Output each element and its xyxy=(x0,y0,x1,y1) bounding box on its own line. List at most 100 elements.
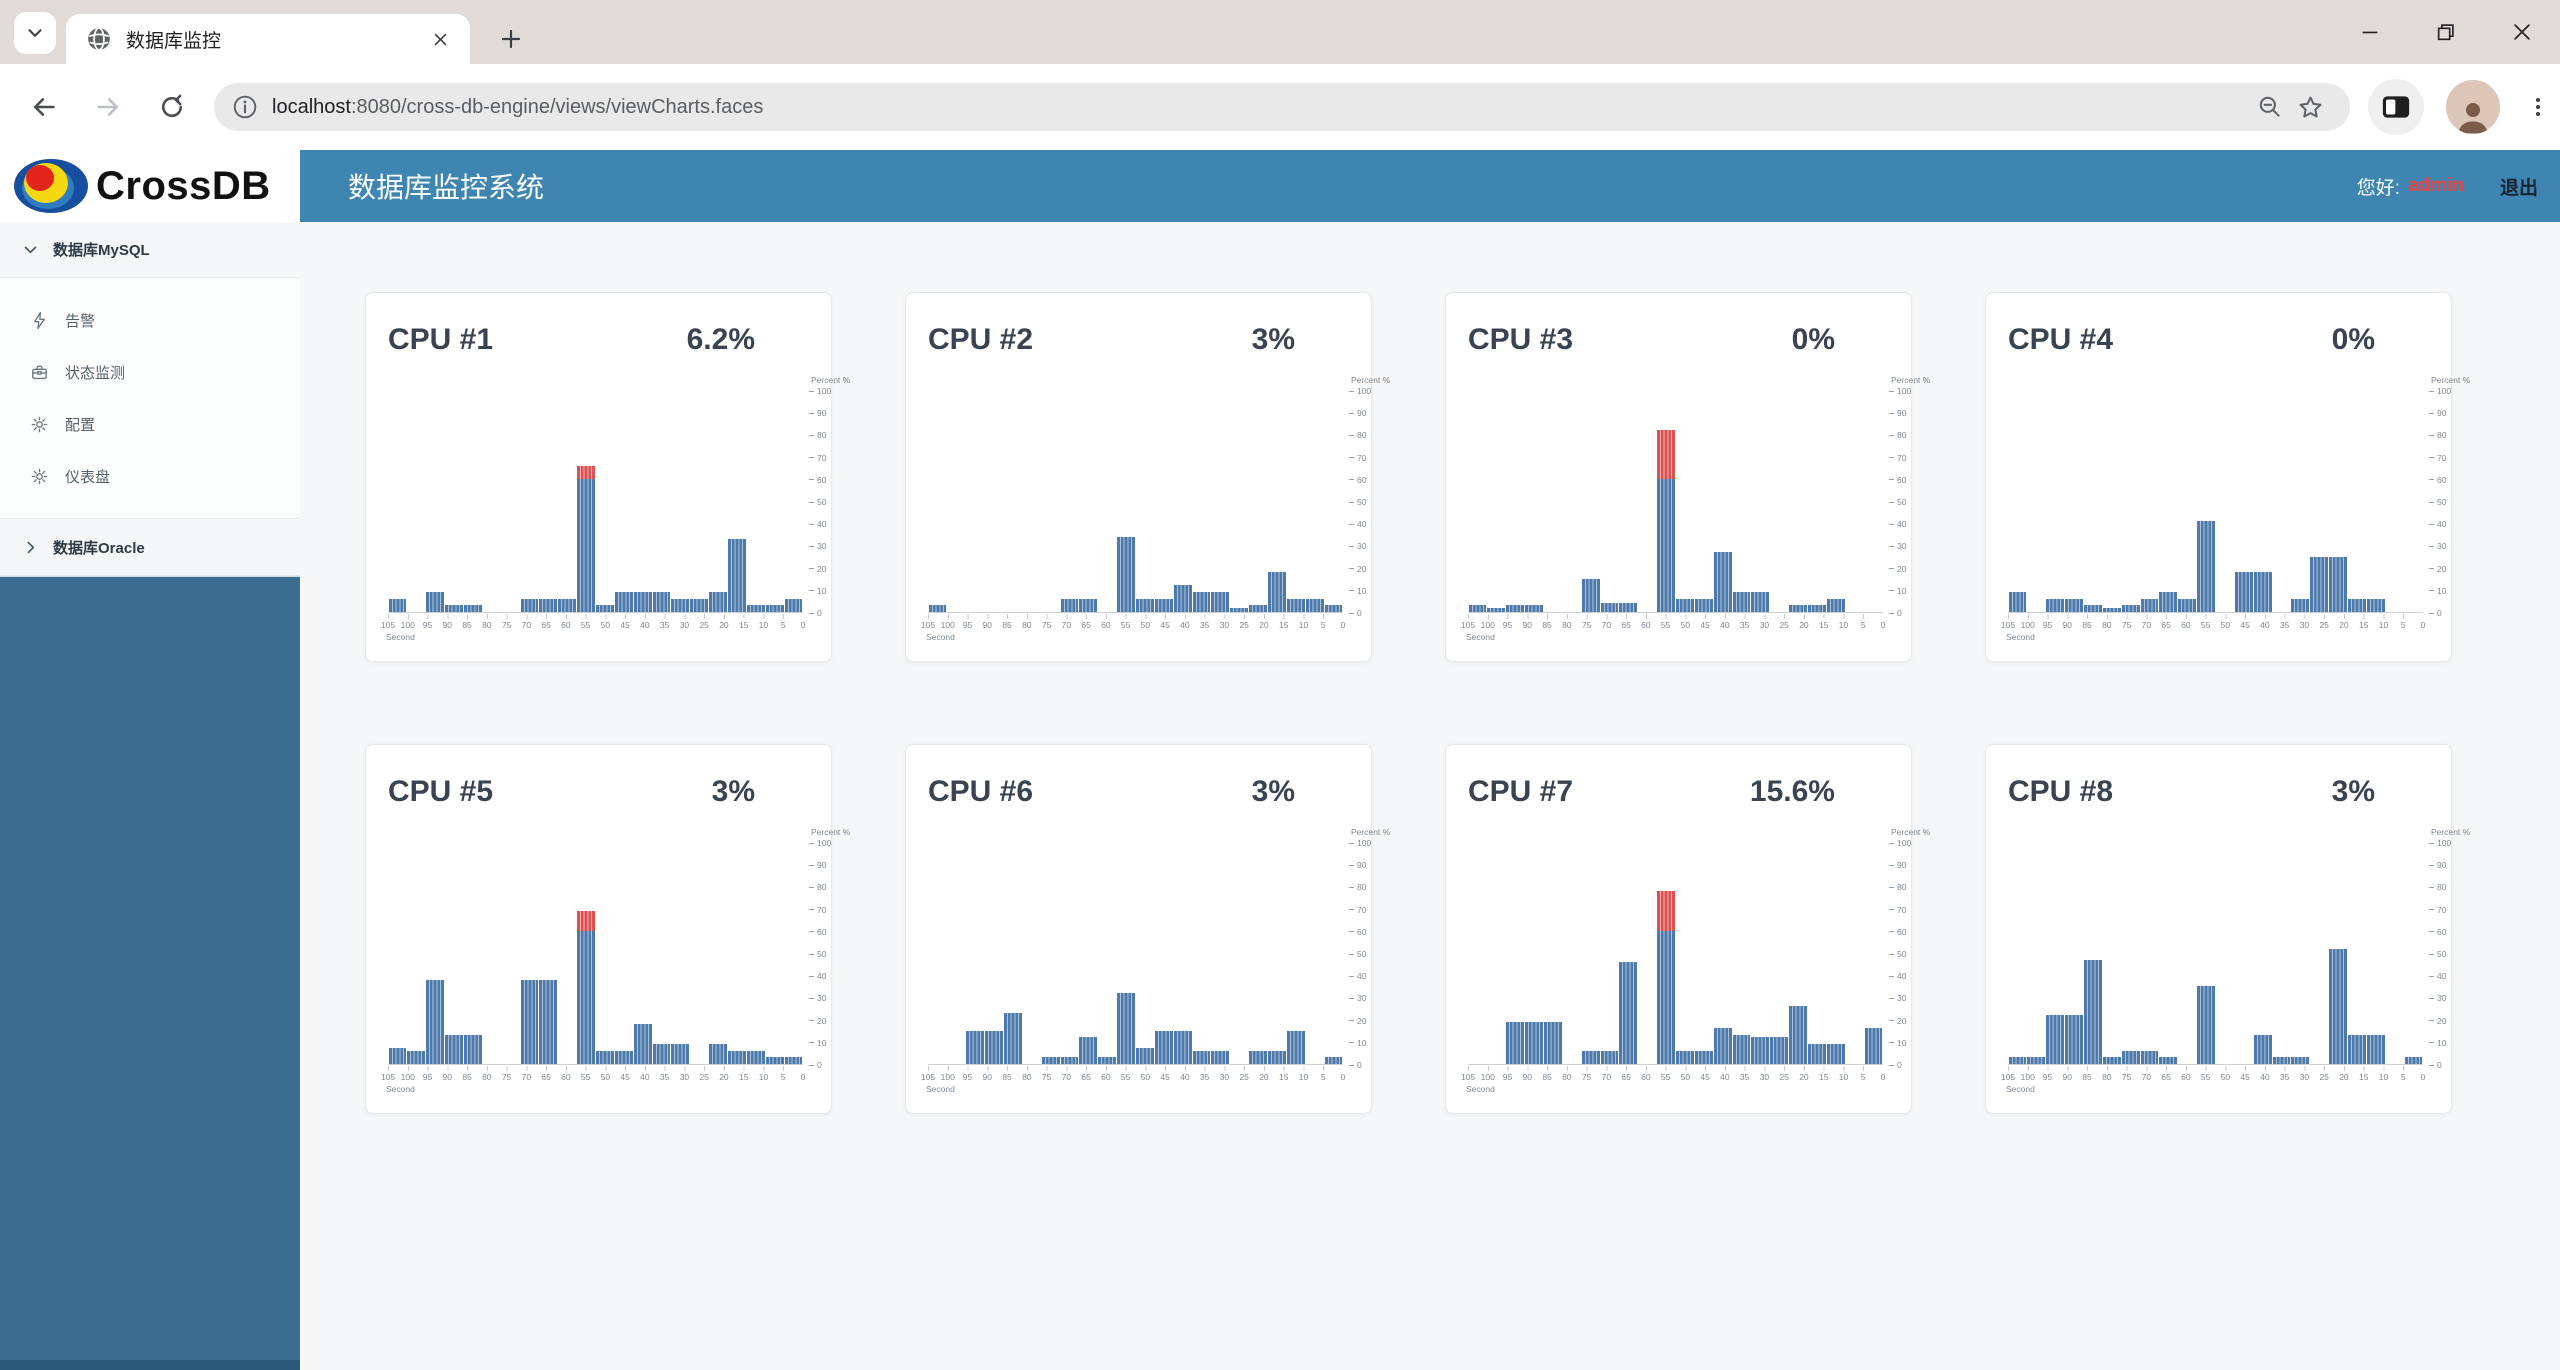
x-axis-tick-label: 0 xyxy=(1340,1072,1346,1082)
url-text: localhost:8080/cross-db-engine/views/vie… xyxy=(272,96,2250,119)
bar-slot xyxy=(2102,391,2121,612)
bar-slot xyxy=(2178,843,2197,1064)
bar-slot xyxy=(1060,391,1079,612)
y-axis-tick: 60 xyxy=(1889,475,1906,485)
sidebar-item-status-monitor[interactable]: 状态监测 xyxy=(0,346,300,398)
x-axis-tick-label: 20 xyxy=(1799,620,1809,630)
bar-segment xyxy=(1789,1006,1807,1064)
y-axis-tick: 30 xyxy=(1889,993,1906,1003)
bar-slot xyxy=(1713,843,1732,1064)
address-bar[interactable]: localhost:8080/cross-db-engine/views/vie… xyxy=(214,83,2350,131)
bar-slot xyxy=(1581,843,1600,1064)
y-axis-tick-value: 80 xyxy=(817,882,827,893)
sidebar: 数据库MySQL 告警 状态监测 配置 xyxy=(0,222,300,1370)
x-axis-labels: 105 100 95 90 85 80 75 70 65 60 55 50 45 40 35 30 25 20 15… xyxy=(921,620,1345,632)
x-axis-tick-label: 5 xyxy=(780,620,786,630)
minimize-button[interactable] xyxy=(2332,0,2408,64)
y-axis-tick-mark xyxy=(2429,1064,2434,1066)
chart-plot-area xyxy=(928,843,1343,1065)
bar-slot xyxy=(652,843,671,1064)
bar-slot xyxy=(633,843,652,1064)
x-axis-unit-label: Second xyxy=(386,632,415,642)
y-axis-tick-mark xyxy=(2429,842,2434,844)
y-axis-tick-mark xyxy=(809,1064,814,1066)
restore-button[interactable] xyxy=(2408,0,2484,64)
y-axis-tick-value: 0 xyxy=(2437,608,2442,618)
tab-search-button[interactable] xyxy=(14,12,56,54)
y-axis-tick: 70 xyxy=(1349,905,1366,915)
logout-link[interactable]: 退出 xyxy=(2499,177,2538,199)
bar-slot xyxy=(1324,391,1343,612)
y-axis-tick-value: 50 xyxy=(1897,949,1907,959)
bar-slot xyxy=(1789,391,1808,612)
reload-button[interactable] xyxy=(150,85,194,129)
y-axis-tick-mark xyxy=(1889,523,1894,525)
bar-segment xyxy=(1807,1044,1826,1064)
y-axis-tick: 70 xyxy=(809,905,826,915)
y-axis-tick-mark xyxy=(809,612,814,614)
bar-slot xyxy=(1845,391,1864,612)
sidebar-group-mysql[interactable]: 数据库MySQL xyxy=(0,222,300,278)
forward-button[interactable] xyxy=(86,85,130,129)
bar-slot xyxy=(2385,843,2404,1064)
bar-slot xyxy=(2065,843,2084,1064)
x-axis-tick-label: 30 xyxy=(1759,1072,1770,1082)
y-axis-tick: 100 xyxy=(1889,838,1911,848)
bar-slot xyxy=(2046,391,2065,612)
bar-segment xyxy=(1675,1050,1694,1064)
sidebar-item-alerts[interactable]: 告警 xyxy=(0,294,300,346)
x-axis-tick-label: 75 xyxy=(2121,1072,2132,1082)
brand-name: CrossDB xyxy=(96,163,271,208)
bar-slot xyxy=(388,391,407,612)
x-axis-labels: 105 100 95 90 85 80 75 70 65 60 55 50 45 40 35 30 25 20 15… xyxy=(2001,620,2425,632)
y-axis-tick-mark xyxy=(1889,612,1894,614)
bar-segment xyxy=(985,1030,1003,1064)
card-header: CPU #5 3% xyxy=(388,775,755,809)
back-button[interactable] xyxy=(22,85,66,129)
bar-segment xyxy=(671,598,690,612)
tab-close-button[interactable] xyxy=(426,25,454,53)
cpu-card: CPU #4 0% 105 100 95 90 85 80 75 70 65 60 55 50 45 40 35… xyxy=(1985,292,2470,662)
bar-segment xyxy=(1117,992,1135,1064)
browser-tab[interactable]: 数据库监控 xyxy=(66,14,470,64)
y-axis-tick-mark xyxy=(1889,1020,1894,1022)
main-content: CPU #1 6.2% 105 100 95 90 85 80 75 70 65 60 55 50 45 40… xyxy=(300,222,2560,1370)
y-axis-tick-value: 0 xyxy=(1897,1060,1902,1070)
x-axis-tick-label: 25 xyxy=(1779,1072,1789,1082)
bar-slot xyxy=(1022,843,1041,1064)
bar-segment xyxy=(1581,578,1600,612)
sidebar-item-dashboard[interactable]: 仪表盘 xyxy=(0,450,300,502)
bar-segment xyxy=(614,592,633,612)
profile-avatar[interactable] xyxy=(2446,80,2500,134)
y-axis-tick: 50 xyxy=(1889,949,1906,959)
browser-menu-button[interactable] xyxy=(2516,85,2560,129)
chart-plot-area xyxy=(388,843,803,1065)
bar-slot xyxy=(577,843,596,1064)
x-axis-tick-label: 45 xyxy=(1700,1072,1710,1082)
side-panel-button[interactable] xyxy=(2368,79,2424,135)
close-window-button[interactable] xyxy=(2484,0,2560,64)
sidebar-item-config[interactable]: 配置 xyxy=(0,398,300,450)
y-axis-tick-value: 10 xyxy=(1357,1037,1367,1048)
bar-segment xyxy=(463,605,482,612)
x-axis-tick-label: 35 xyxy=(659,1072,670,1082)
x-axis-tick-label: 105 xyxy=(380,1072,396,1082)
sidebar-group-label: 数据库MySQL xyxy=(53,242,150,259)
y-axis-tick-value: 90 xyxy=(2437,408,2447,419)
sidebar-group-oracle[interactable]: 数据库Oracle xyxy=(0,518,300,576)
y-axis-tick: 60 xyxy=(1889,927,1906,937)
bar-segment xyxy=(633,592,652,612)
menu-spacer xyxy=(0,502,300,518)
bar-slot xyxy=(558,391,577,612)
y-axis-tick-value: 30 xyxy=(817,993,827,1004)
bookmark-button[interactable] xyxy=(2290,87,2330,127)
cpu-card: CPU #7 15.6% 105 100 95 90 85 80 75 70 65 60 55 50 45 4… xyxy=(1445,744,1930,1114)
bar-slot xyxy=(1751,843,1770,1064)
bar-slot xyxy=(2329,843,2348,1064)
zoom-out-button[interactable] xyxy=(2250,87,2290,127)
chart-plot-area xyxy=(388,391,803,613)
new-tab-button[interactable] xyxy=(492,20,530,58)
y-axis-tick-mark xyxy=(2429,590,2434,592)
x-axis-tick-label: 70 xyxy=(2141,1072,2152,1082)
x-axis-ticks xyxy=(388,614,803,619)
